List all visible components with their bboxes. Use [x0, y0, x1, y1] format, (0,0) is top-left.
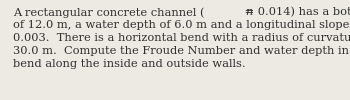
Text: = 0.014) has a bottom width: = 0.014) has a bottom width	[241, 7, 350, 17]
Text: A rectangular concrete channel (: A rectangular concrete channel (	[13, 7, 204, 18]
Text: n: n	[245, 7, 253, 17]
Text: of 12.0 m, a water depth of 6.0 m and a longitudinal slope of: of 12.0 m, a water depth of 6.0 m and a …	[13, 20, 350, 30]
Text: 30.0 m.  Compute the Froude Number and water depth in the: 30.0 m. Compute the Froude Number and wa…	[13, 46, 350, 56]
Text: 0.003.  There is a horizontal bend with a radius of curvature of: 0.003. There is a horizontal bend with a…	[13, 33, 350, 43]
Text: bend along the inside and outside walls.: bend along the inside and outside walls.	[13, 59, 246, 69]
